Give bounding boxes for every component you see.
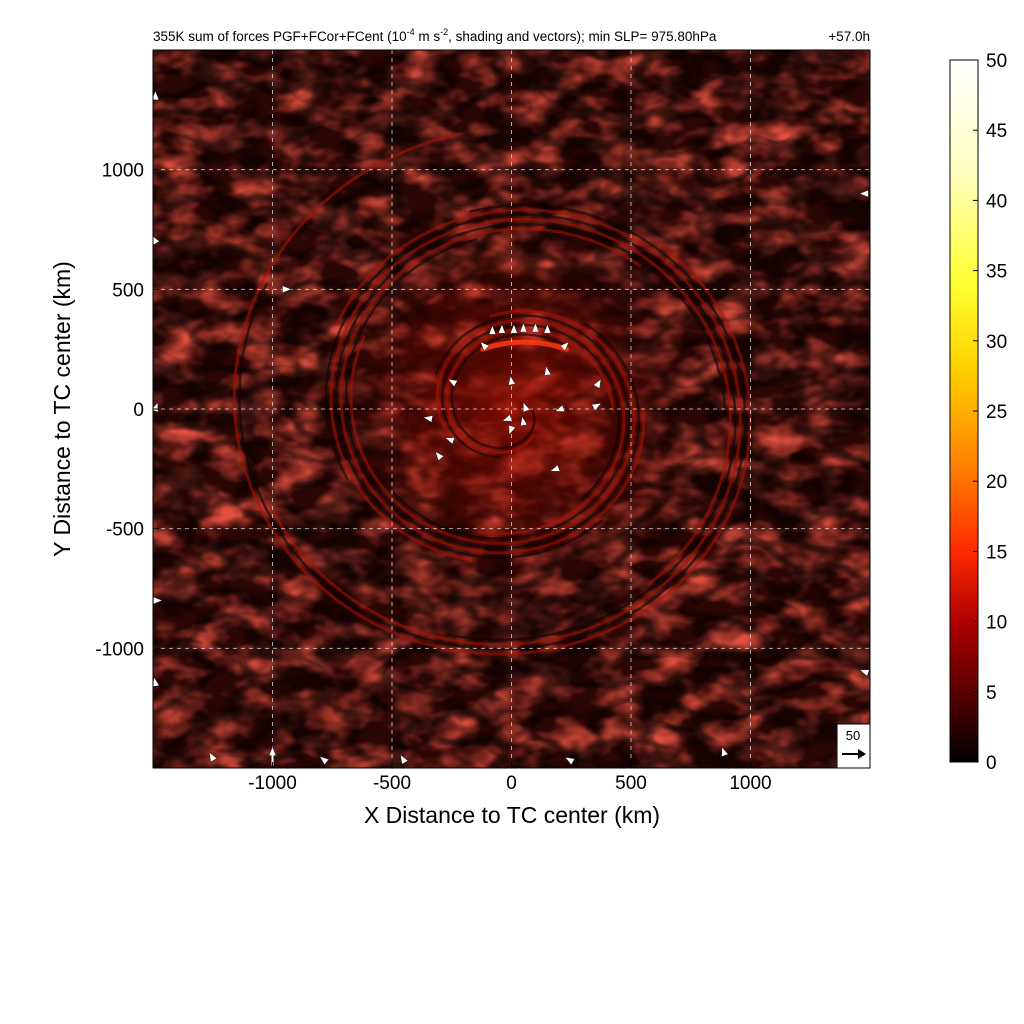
force-vector-arrow	[153, 90, 160, 101]
spiral-band	[329, 217, 732, 587]
colorbar-tick-label: 30	[986, 332, 1007, 353]
spiral-band	[435, 318, 626, 536]
heatmap-field	[153, 50, 870, 768]
chart-title: 355K sum of forces PGF+FCor+FCent (10-4 …	[153, 27, 717, 44]
force-vector-arrow	[520, 415, 528, 427]
y-axis-label: Y Distance to TC center (km)	[49, 261, 75, 557]
eyewall-arc	[480, 339, 569, 352]
y-axis-ticks: 1000 500 0 -500 -1000	[95, 161, 159, 660]
colorbar-tick-label: 5	[986, 683, 997, 704]
forecast-time-label: +57.0h	[828, 29, 870, 44]
force-vector-arrow	[721, 746, 729, 757]
colorbar-tick-label: 40	[986, 191, 1007, 212]
colorbar-ticks: 0 5 10 15 20 25 30 35 40 45 50	[973, 51, 1007, 774]
force-vector-arrow	[153, 236, 160, 246]
force-vector-arrow	[559, 341, 570, 352]
force-vector-arrow	[522, 401, 531, 413]
spiral-band	[269, 208, 742, 647]
spiral-band	[324, 213, 737, 642]
spiral-band	[334, 222, 727, 559]
force-vector-arrow	[479, 341, 490, 352]
colorbar-tick-label: 25	[986, 402, 1007, 423]
force-vector-arrow	[209, 751, 218, 763]
force-vector-arrow	[554, 404, 566, 412]
y-tick-label: -1000	[95, 639, 144, 660]
force-vector-arrow	[510, 323, 518, 334]
x-tick-label: 0	[506, 773, 517, 794]
colorbar-tick-label: 35	[986, 262, 1007, 283]
force-vector-arrow	[488, 324, 497, 335]
force-vector-arrow	[564, 757, 576, 766]
y-tick-label: -500	[106, 520, 144, 541]
force-vector-arrow	[501, 414, 513, 422]
force-vector-arrow	[400, 754, 409, 765]
reference-vector-key: 50	[836, 723, 871, 769]
force-vector-arrow	[549, 464, 561, 472]
x-axis-label: X Distance to TC center (km)	[364, 802, 660, 828]
x-tick-label: -500	[373, 773, 411, 794]
colorbar-tick-label: 50	[986, 51, 1007, 72]
force-vector-arrow	[282, 285, 292, 294]
force-vector-arrow	[508, 424, 516, 436]
spiral-band	[373, 314, 631, 540]
colorbar-tick-label: 0	[986, 753, 997, 774]
y-tick-label: 500	[112, 280, 144, 301]
force-vector-arrow	[519, 322, 528, 333]
force-vectors	[153, 90, 870, 766]
colorbar-tick-label: 15	[986, 542, 1007, 563]
force-vector-arrow	[422, 415, 434, 423]
spiral-band	[450, 333, 568, 450]
force-vector-arrow	[543, 323, 552, 334]
colorbar: 0 5 10 15 20 25 30 35 40 45 50	[949, 51, 1007, 774]
force-vector-arrow	[319, 755, 330, 766]
colorbar-tick-label: 10	[986, 613, 1007, 634]
force-vector-arrow	[508, 375, 516, 386]
colorbar-tick-label: 20	[986, 472, 1007, 493]
force-vector-arrow	[153, 401, 159, 413]
force-vector-arrow	[544, 365, 552, 376]
reference-vector-label: 50	[846, 728, 860, 743]
force-vector-arrow	[591, 402, 602, 411]
force-vector-arrow	[444, 437, 456, 445]
spiral-bands	[232, 132, 752, 656]
x-tick-label: 1000	[729, 773, 771, 794]
y-tick-label: 0	[133, 400, 144, 421]
force-vector-arrow	[434, 451, 445, 461]
force-vector-arrow	[447, 378, 458, 388]
colorbar-tick-label: 45	[986, 121, 1007, 142]
spiral-band	[237, 203, 747, 651]
spiral-band	[344, 238, 641, 550]
force-vector-arrow	[498, 323, 506, 334]
force-vector-arrow	[859, 669, 870, 677]
x-tick-label: 500	[615, 773, 647, 794]
force-vector-arrow	[531, 322, 540, 333]
spiral-band	[349, 309, 636, 545]
force-vector-arrow	[858, 189, 869, 198]
y-tick-label: 1000	[102, 161, 144, 182]
x-axis-ticks: -1000 -500 0 500 1000	[248, 762, 772, 794]
spiral-band	[339, 227, 646, 555]
x-tick-label: -1000	[248, 773, 297, 794]
force-vector-arrow	[593, 378, 602, 389]
